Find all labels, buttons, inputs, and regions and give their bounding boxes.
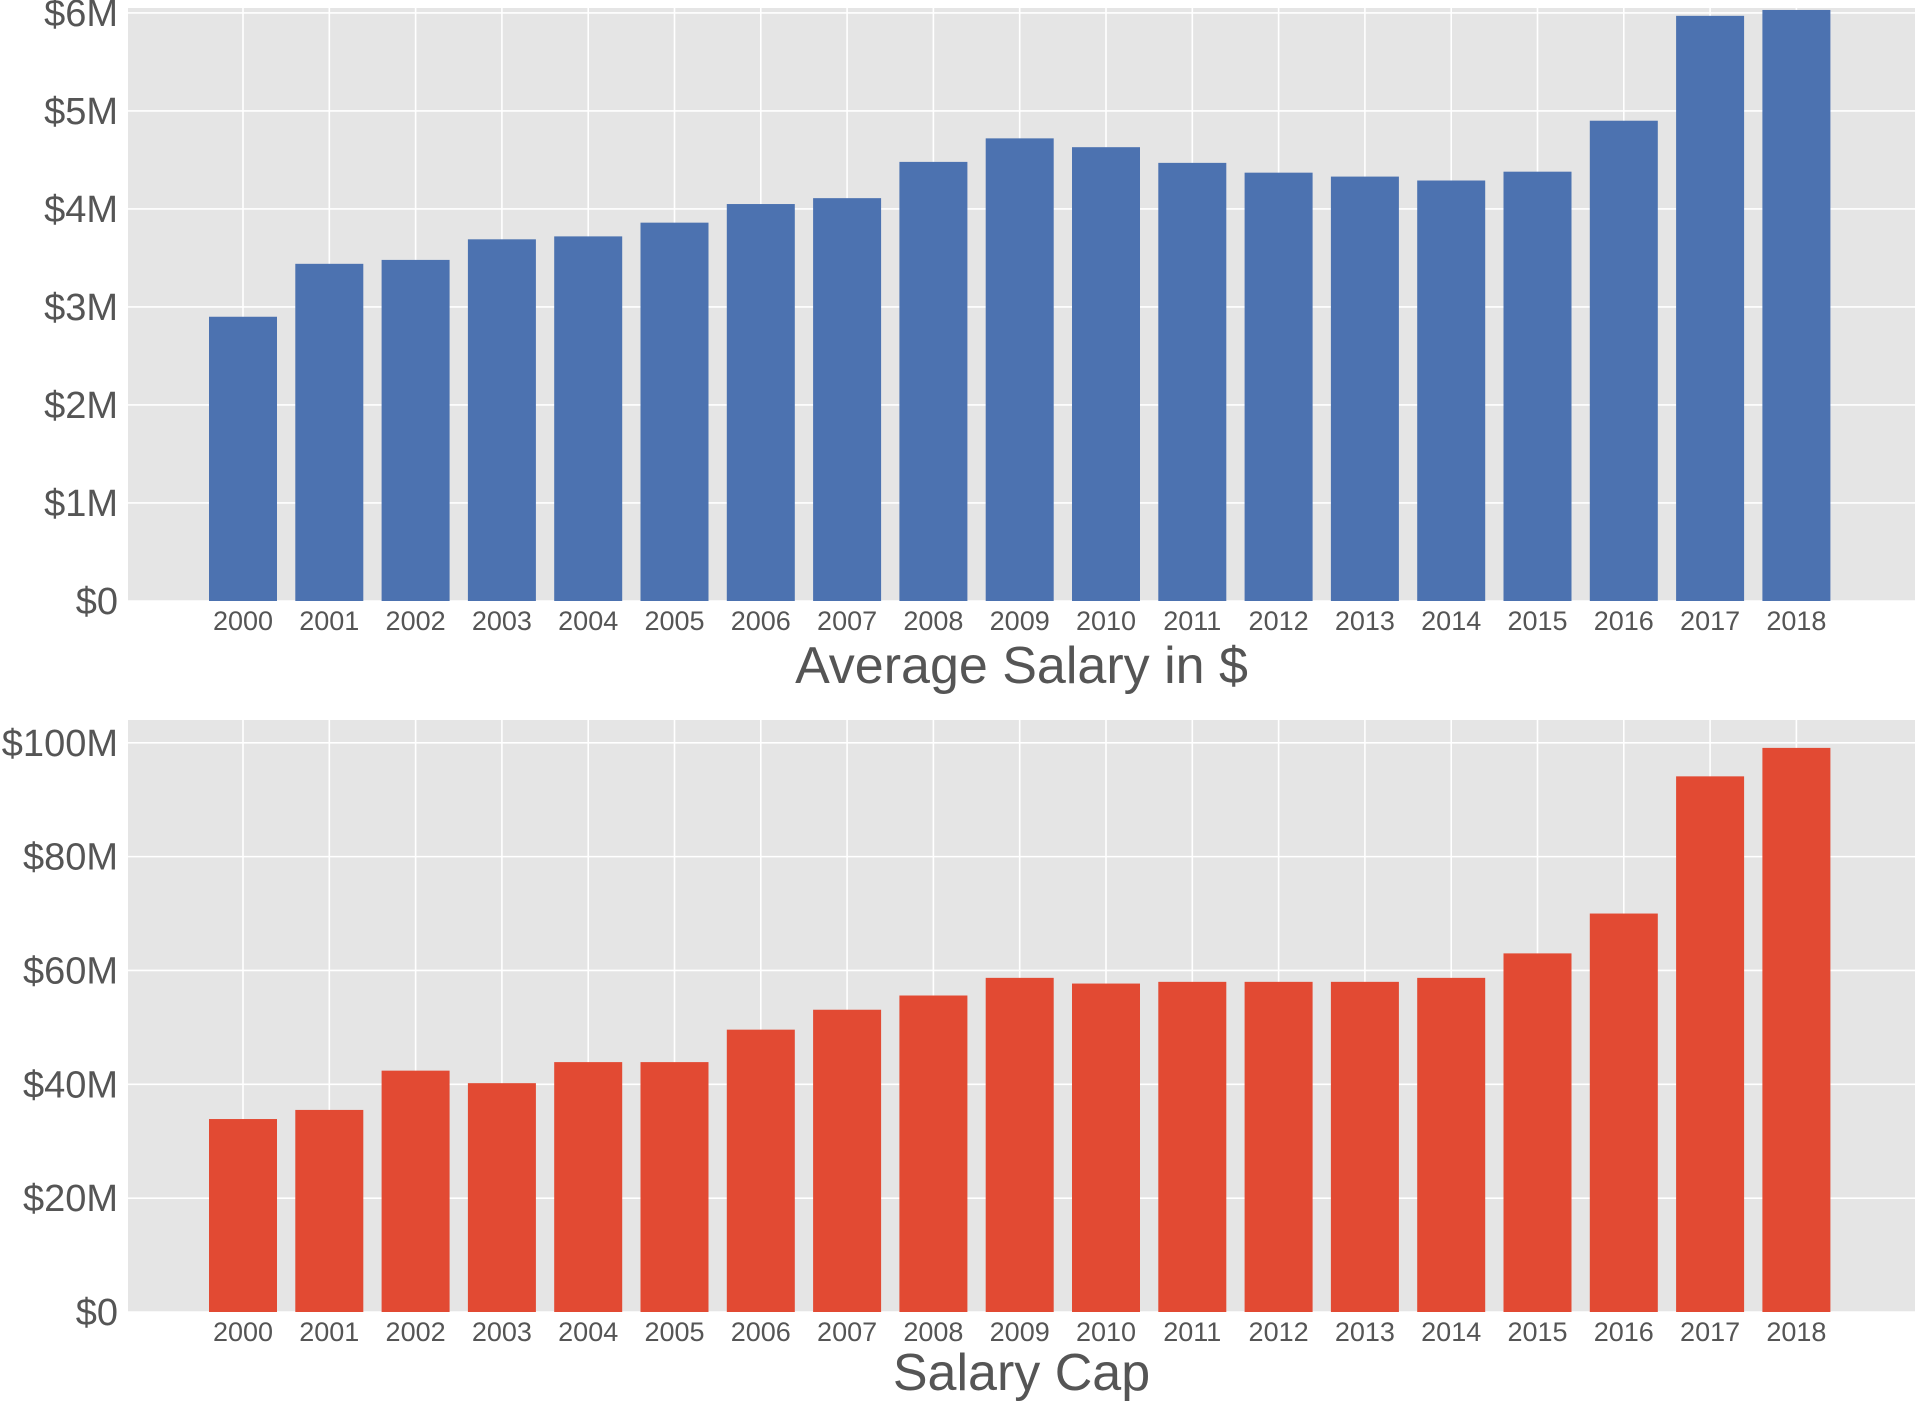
x-axis-label: Average Salary in $ [795, 637, 1248, 695]
x-tick-label: 2013 [1335, 606, 1395, 636]
bar-2012 [1244, 172, 1313, 601]
y-tick-label: $20M [23, 1178, 118, 1220]
x-tick-label: 2000 [213, 1317, 273, 1347]
bar-2003 [467, 1083, 536, 1312]
bar-2005 [640, 1062, 709, 1312]
bar-2016 [1589, 913, 1658, 1312]
bar-2000 [209, 1119, 277, 1312]
x-tick-label: 2018 [1766, 1317, 1826, 1347]
bar-2003 [467, 239, 536, 601]
bar-2006 [726, 1029, 795, 1312]
bar-2001 [295, 1109, 364, 1312]
x-tick-label: 2016 [1594, 1317, 1654, 1347]
bar-2015 [1503, 171, 1572, 601]
x-tick-label: 2018 [1766, 606, 1826, 636]
y-tick-label: $2M [44, 385, 118, 427]
y-tick-label: $0 [76, 581, 118, 623]
x-tick-label: 2016 [1594, 606, 1654, 636]
x-tick-label: 2003 [472, 1317, 532, 1347]
x-tick-label: 2005 [644, 606, 704, 636]
bar-2009 [985, 138, 1054, 601]
x-tick-label: 2009 [990, 1317, 1050, 1347]
x-tick-label: 2017 [1680, 606, 1740, 636]
x-tick-label: 2012 [1249, 606, 1309, 636]
bar-2002 [381, 259, 450, 601]
bar-2007 [813, 198, 882, 601]
x-tick-label: 2014 [1421, 606, 1481, 636]
bar-2013 [1330, 176, 1399, 601]
bar-2014 [1417, 977, 1486, 1312]
bar-2011 [1158, 162, 1227, 601]
x-tick-label: 2005 [644, 1317, 704, 1347]
x-tick-label: 2015 [1507, 606, 1567, 636]
y-tick-label: $80M [23, 837, 118, 879]
x-tick-label: 2001 [299, 606, 359, 636]
x-tick-label: 2017 [1680, 1317, 1740, 1347]
bar-2012 [1244, 981, 1313, 1312]
y-tick-label: $5M [44, 91, 118, 133]
salary-cap-chart: $0 $20M $40M $60M $80M $100M 2000 2001 2002 2003 2… [2, 720, 1915, 1402]
x-tick-label: 2006 [731, 1317, 791, 1347]
y-tick-label: $60M [23, 950, 118, 992]
x-tick-label: 2007 [817, 1317, 877, 1347]
x-tick-label: 2000 [213, 606, 273, 636]
x-tick-label: 2015 [1507, 1317, 1567, 1347]
bar-2008 [899, 161, 968, 601]
x-tick-label: 2009 [990, 606, 1050, 636]
bar-2014 [1417, 180, 1486, 601]
x-tick-label: 2011 [1163, 1317, 1221, 1347]
x-tick-label: 2012 [1249, 1317, 1309, 1347]
bar-2004 [554, 236, 623, 601]
x-tick-label: 2014 [1421, 1317, 1481, 1347]
bar-2017 [1676, 15, 1745, 602]
bar-2009 [985, 977, 1054, 1312]
x-tick-label: 2001 [299, 1317, 359, 1347]
bar-2005 [640, 222, 709, 602]
bar-2018 [1762, 747, 1831, 1312]
bar-2010 [1072, 147, 1140, 601]
bar-2001 [295, 263, 364, 601]
bar-2007 [813, 1009, 882, 1312]
x-tick-label: 2004 [558, 606, 618, 636]
bar-2002 [381, 1070, 450, 1312]
bar-2006 [726, 204, 795, 601]
bar-2015 [1503, 953, 1572, 1312]
bar-2000 [209, 316, 277, 601]
x-tick-label: 2002 [386, 606, 446, 636]
bar-2017 [1676, 776, 1745, 1312]
y-tick-label: $4M [44, 189, 118, 231]
bar-2004 [554, 1062, 623, 1312]
y-tick-label: $1M [44, 483, 118, 525]
bar-2010 [1072, 983, 1140, 1312]
y-tick-label: $100M [2, 723, 118, 765]
x-tick-label: 2004 [558, 1317, 618, 1347]
x-tick-label: 2010 [1076, 1317, 1136, 1347]
y-tick-label: $3M [44, 287, 118, 329]
y-tick-label: $0 [76, 1292, 118, 1334]
bar-2016 [1589, 120, 1658, 602]
bar-2013 [1330, 981, 1399, 1312]
x-axis-label: Salary Cap [893, 1344, 1150, 1402]
x-tick-label: 2011 [1163, 606, 1221, 636]
x-tick-label: 2003 [472, 606, 532, 636]
y-tick-label: $40M [23, 1064, 118, 1106]
bar-2011 [1158, 981, 1227, 1312]
x-tick-label: 2013 [1335, 1317, 1395, 1347]
x-tick-label: 2008 [903, 606, 963, 636]
x-tick-label: 2007 [817, 606, 877, 636]
y-tick-label: $6M [44, 0, 118, 35]
bar-2018 [1762, 9, 1831, 602]
x-tick-label: 2002 [386, 1317, 446, 1347]
x-tick-label: 2010 [1076, 606, 1136, 636]
x-tick-label: 2006 [731, 606, 791, 636]
bar-2008 [899, 995, 968, 1312]
average-salary-chart: $0 $1M $2M $3M $4M $5M $6M 2000 2001 2002 2003 2004… [44, 0, 1915, 695]
x-tick-label: 2008 [903, 1317, 963, 1347]
